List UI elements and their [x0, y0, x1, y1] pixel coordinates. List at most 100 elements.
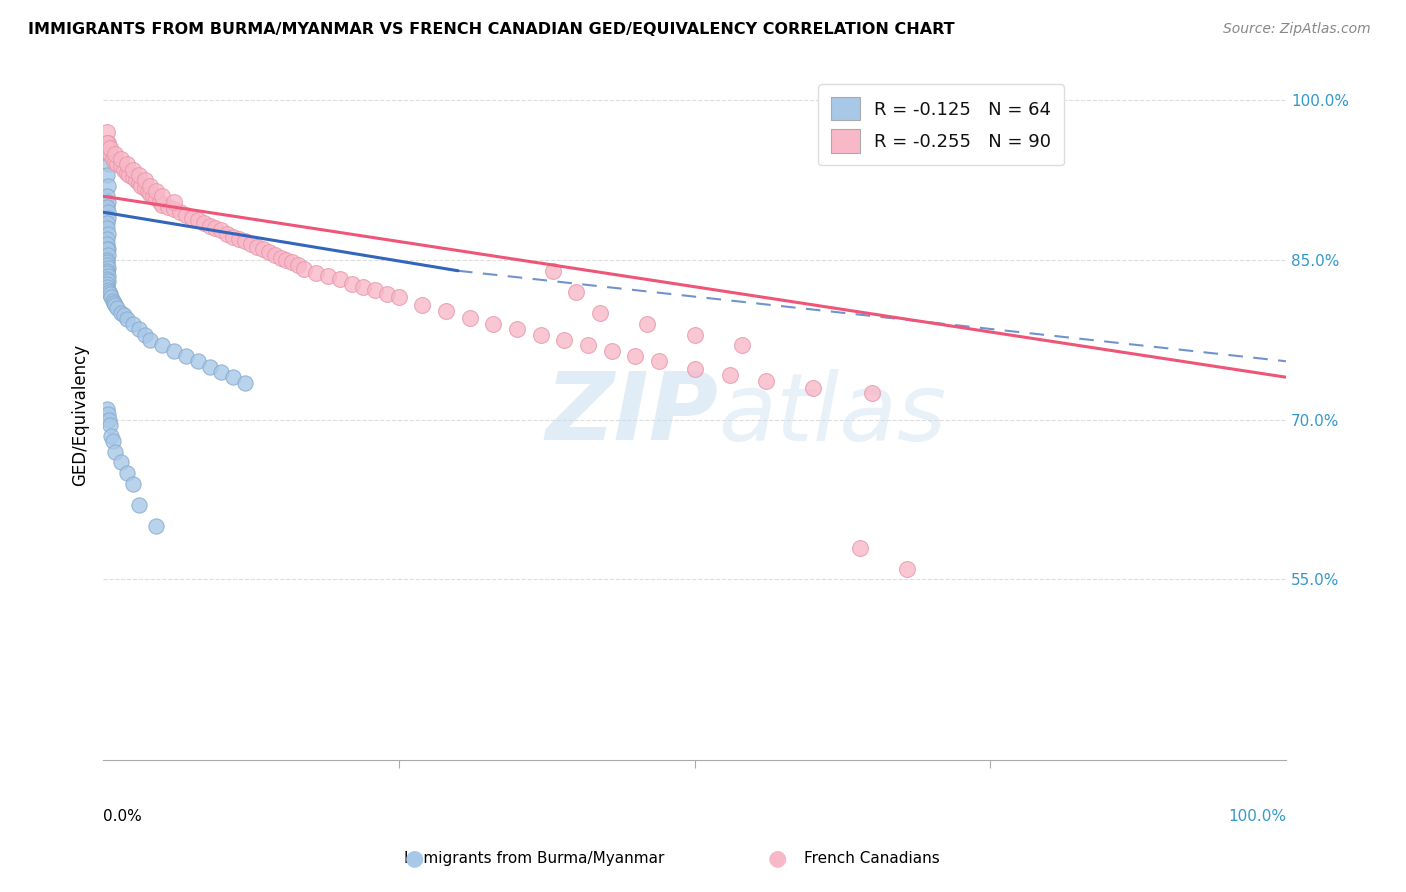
Point [128, 177, 150, 191]
Point [96, 232, 118, 246]
Point [849, 541, 872, 555]
Point [96, 266, 118, 280]
Point [388, 290, 411, 304]
Point [97, 205, 120, 219]
Point [565, 285, 588, 299]
Point [860, 386, 883, 401]
Point [163, 194, 186, 209]
Point [98, 418, 121, 433]
Point [103, 295, 125, 310]
Point [198, 359, 221, 374]
Point [589, 306, 612, 320]
Text: ZIP: ZIP [546, 368, 718, 460]
Point [101, 152, 124, 166]
Point [98, 146, 121, 161]
Point [157, 200, 180, 214]
Point [142, 189, 165, 203]
Point [150, 198, 173, 212]
Point [276, 253, 298, 268]
Point [576, 338, 599, 352]
Text: 100.0%: 100.0% [1227, 809, 1286, 824]
Point [97, 248, 120, 262]
Point [96, 402, 118, 417]
Point [97, 408, 120, 422]
Point [96, 259, 118, 273]
Point [174, 208, 197, 222]
Point [110, 455, 132, 469]
Point [252, 243, 274, 257]
Point [553, 333, 575, 347]
Point [97, 194, 120, 209]
Point [896, 562, 918, 576]
Point [134, 173, 156, 187]
Point [134, 327, 156, 342]
Point [222, 229, 245, 244]
Point [209, 365, 232, 379]
Point [121, 476, 143, 491]
Point [139, 333, 162, 347]
Point [458, 310, 481, 325]
Point [169, 205, 191, 219]
Point [128, 498, 150, 512]
Point [96, 189, 118, 203]
Point [134, 180, 156, 194]
Point [121, 170, 143, 185]
Point [96, 253, 118, 268]
Point [96, 200, 118, 214]
Point [96, 277, 118, 291]
Point [228, 232, 250, 246]
Point [96, 272, 118, 286]
Point [145, 519, 167, 533]
Point [434, 304, 457, 318]
Point [150, 338, 173, 352]
Point [97, 211, 120, 225]
Point [187, 212, 209, 227]
Point [180, 211, 202, 225]
Point [198, 219, 221, 233]
Point [129, 178, 152, 193]
Point [96, 125, 118, 139]
Point [96, 264, 118, 278]
Point [125, 173, 148, 187]
Point [233, 376, 256, 390]
Point [98, 141, 121, 155]
Text: ●: ● [405, 848, 425, 868]
Point [97, 269, 120, 284]
Point [110, 160, 132, 174]
Text: ●: ● [768, 848, 787, 868]
Point [96, 136, 118, 150]
Point [292, 261, 315, 276]
Point [98, 285, 121, 299]
Point [104, 146, 127, 161]
Point [174, 349, 197, 363]
Text: 0.0%: 0.0% [103, 809, 142, 824]
Point [648, 354, 671, 368]
Point [683, 327, 706, 342]
Point [257, 244, 280, 259]
Point [97, 227, 120, 241]
Point [270, 251, 292, 265]
Point [104, 444, 127, 458]
Point [96, 216, 118, 230]
Point [101, 293, 124, 308]
Point [139, 178, 162, 193]
Point [352, 279, 374, 293]
Point [246, 240, 269, 254]
Point [104, 155, 127, 169]
Point [98, 287, 121, 301]
Point [683, 361, 706, 376]
Text: Source: ZipAtlas.com: Source: ZipAtlas.com [1223, 22, 1371, 37]
Point [222, 370, 245, 384]
Point [340, 277, 363, 291]
Point [233, 234, 256, 248]
Point [287, 259, 309, 273]
Point [96, 279, 118, 293]
Point [136, 184, 159, 198]
Point [329, 272, 352, 286]
Point [98, 141, 121, 155]
Point [506, 322, 529, 336]
Point [96, 255, 118, 269]
Point [115, 311, 138, 326]
Point [110, 306, 132, 320]
Point [281, 255, 304, 269]
